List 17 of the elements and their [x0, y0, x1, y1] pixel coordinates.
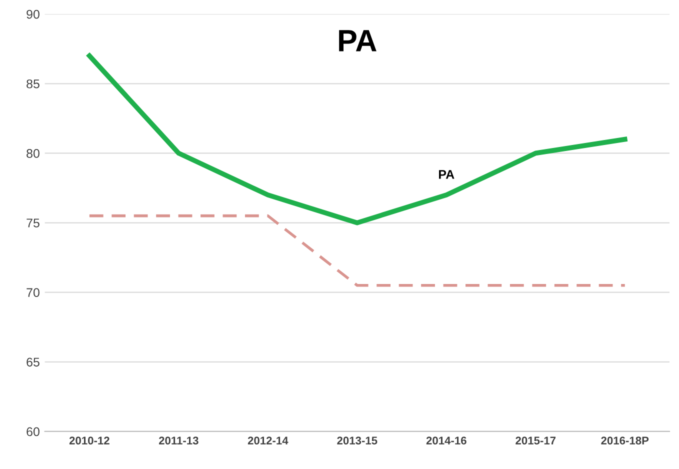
line-series: [87, 53, 628, 226]
y-tick-label: 85: [26, 79, 40, 88]
y-tick-label: 90: [26, 10, 40, 19]
y-tick-label: 65: [26, 358, 40, 367]
x-tick-label: 2013-15: [337, 436, 378, 445]
y-tick-label: 60: [26, 427, 40, 436]
series-label: PA: [439, 170, 454, 179]
y-tick-label: 80: [26, 149, 40, 158]
chart-title: PA: [339, 30, 376, 52]
y-tick-label: 75: [26, 218, 40, 228]
x-tick-label: 2016-18P: [601, 436, 649, 445]
x-tick-label: 2015-17: [516, 436, 556, 445]
x-tick-label: 2010-12: [69, 436, 110, 445]
y-tick-label: 70: [26, 288, 40, 297]
x-tick-label: 2014-16: [426, 436, 466, 445]
x-tick-label: 2011-13: [158, 436, 198, 445]
x-tick-label: 2012-14: [248, 436, 288, 445]
